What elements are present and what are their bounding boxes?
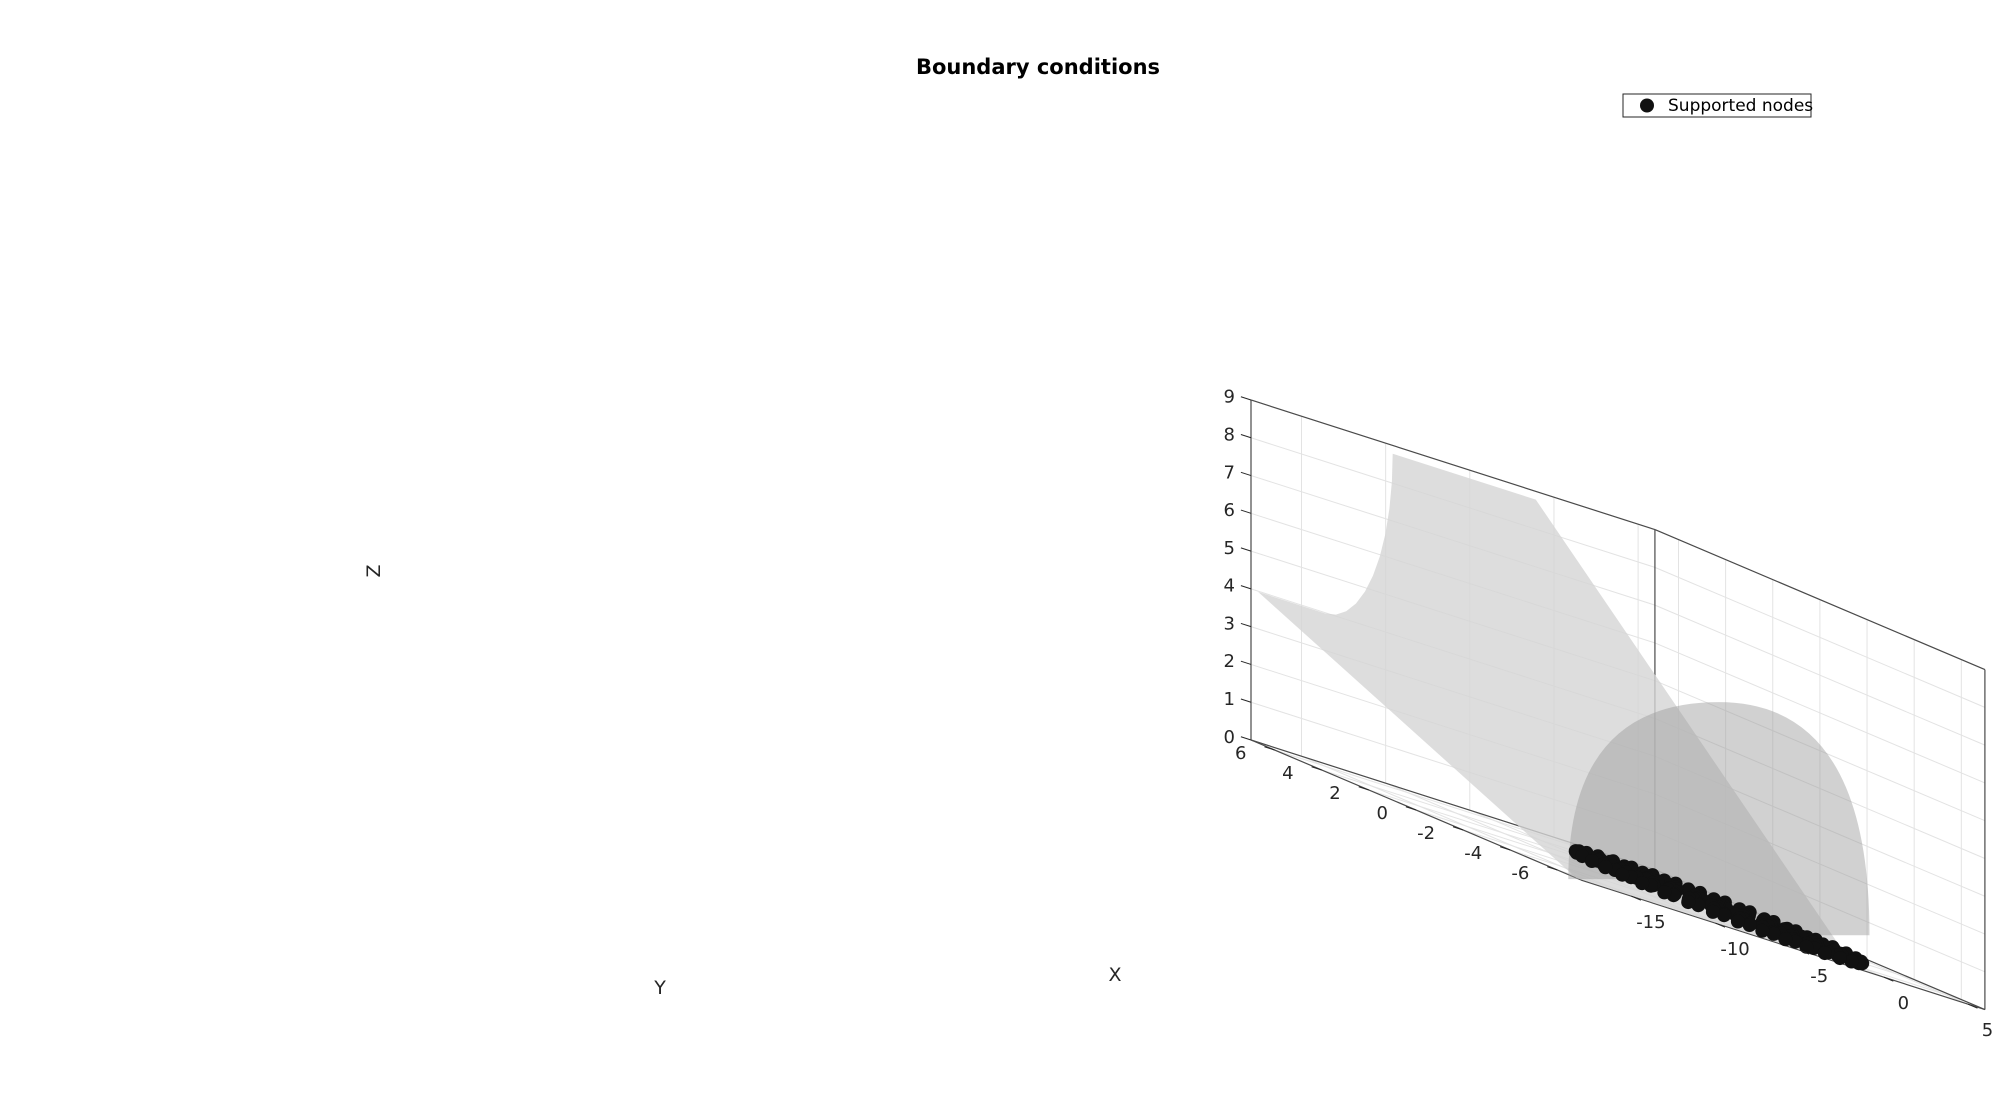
y-tick-mark bbox=[1500, 846, 1511, 851]
z-axis-label: Z bbox=[363, 564, 385, 577]
z-tick-mark bbox=[1240, 736, 1252, 741]
y-tick-label: -2 bbox=[1417, 823, 1435, 844]
y-tick-mark bbox=[1405, 806, 1417, 811]
supported-node bbox=[1742, 918, 1757, 932]
x-tick-mark bbox=[1967, 1003, 1978, 1009]
z-tick-label: 1 bbox=[1223, 689, 1234, 710]
z-tick-label: 3 bbox=[1223, 613, 1234, 634]
axis-box-edge bbox=[1654, 529, 1986, 671]
z-tick-label: 8 bbox=[1223, 425, 1234, 446]
z-tick-label: 6 bbox=[1223, 500, 1234, 521]
supported-node bbox=[1635, 876, 1650, 891]
side-grid-line bbox=[1654, 680, 1986, 822]
z-tick-label: 0 bbox=[1223, 727, 1234, 748]
y-tick-label: 4 bbox=[1282, 763, 1293, 784]
y-tick-label: 6 bbox=[1235, 743, 1246, 764]
y-tick-mark bbox=[1311, 766, 1322, 771]
z-tick-label: 9 bbox=[1223, 387, 1234, 408]
legend-box bbox=[1622, 93, 1812, 118]
y-tick-mark bbox=[1452, 826, 1464, 831]
y-tick-label: -4 bbox=[1464, 843, 1482, 864]
z-tick-mark bbox=[1240, 471, 1252, 477]
y-tick-label: -6 bbox=[1511, 863, 1529, 884]
supported-node bbox=[1755, 923, 1770, 938]
hemisphere-surface bbox=[1568, 702, 1870, 967]
supported-node bbox=[1817, 946, 1832, 961]
side-grid-line bbox=[1654, 718, 1986, 859]
z-tick-mark bbox=[1240, 509, 1252, 514]
geometry-surfaces bbox=[1258, 453, 1870, 968]
x-tick-label: 0 bbox=[1898, 993, 1909, 1014]
y-tick-mark bbox=[1264, 746, 1275, 751]
z-tick-mark bbox=[1240, 434, 1252, 439]
supported-node bbox=[1657, 885, 1672, 900]
supported-node bbox=[1681, 895, 1696, 910]
z-tick-label: 4 bbox=[1223, 576, 1234, 597]
y-tick-label: 0 bbox=[1376, 803, 1387, 824]
side-grid-line bbox=[1654, 566, 1986, 708]
legend[interactable]: Supported nodes bbox=[1622, 93, 1813, 118]
supported-node bbox=[1766, 926, 1781, 941]
x-tick-label: 5 bbox=[1982, 1020, 1993, 1041]
z-tick-label: 7 bbox=[1223, 462, 1234, 483]
x-axis-label: X bbox=[1108, 964, 1121, 986]
x-tick-mark bbox=[1883, 976, 1894, 982]
y-tick-mark bbox=[1358, 786, 1370, 791]
side-grid-line bbox=[1654, 642, 1986, 784]
y-tick-mark bbox=[1547, 866, 1558, 871]
z-tick-mark bbox=[1240, 660, 1252, 665]
y-tick-label: 2 bbox=[1329, 783, 1340, 804]
supported-node bbox=[1584, 854, 1599, 868]
x-tick-mark bbox=[1799, 949, 1810, 955]
chart-title: Boundary conditions bbox=[916, 55, 1160, 79]
x-tick-label: -15 bbox=[1636, 912, 1665, 933]
supported-node bbox=[1730, 914, 1745, 929]
z-tick-mark bbox=[1240, 396, 1252, 401]
supported-node bbox=[1799, 939, 1814, 954]
z-tick-mark bbox=[1240, 585, 1252, 590]
z-tick-mark bbox=[1240, 622, 1252, 628]
legend-marker-icon bbox=[1640, 98, 1654, 113]
supported-node bbox=[1598, 860, 1613, 875]
supported-node bbox=[1833, 951, 1847, 966]
supported-nodes-series bbox=[1568, 844, 1870, 971]
supported-node bbox=[1705, 904, 1720, 919]
supported-node bbox=[1615, 867, 1630, 882]
x-tick-label: -5 bbox=[1810, 966, 1828, 987]
z-tick-mark bbox=[1240, 547, 1252, 552]
z-tick-mark bbox=[1240, 698, 1252, 703]
supported-node bbox=[1717, 908, 1732, 923]
x-tick-mark bbox=[1715, 922, 1726, 928]
supported-node bbox=[1844, 954, 1859, 969]
z-tick-label: 5 bbox=[1223, 538, 1234, 559]
side-grid-line bbox=[1654, 604, 1986, 746]
z-tick-label: 2 bbox=[1223, 651, 1234, 672]
legend-entry-supported-nodes: Supported nodes bbox=[1668, 96, 1813, 116]
axis-box-edge bbox=[1250, 399, 1656, 531]
supported-node bbox=[1778, 932, 1793, 947]
plate-surface bbox=[1258, 453, 1854, 968]
x-tick-mark bbox=[1631, 895, 1642, 901]
x-tick-label: -10 bbox=[1720, 939, 1749, 960]
y-axis-label: Y bbox=[653, 977, 666, 999]
